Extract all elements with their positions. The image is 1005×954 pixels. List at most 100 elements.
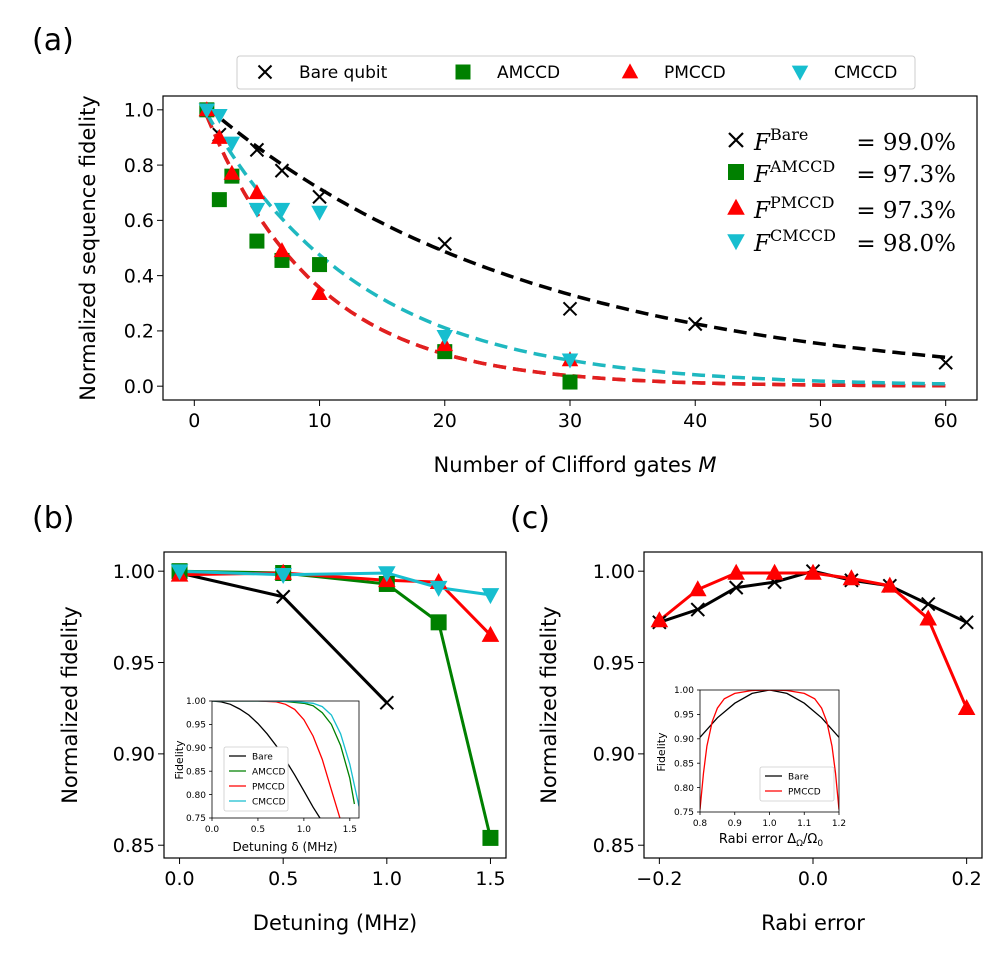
x-tick-label: 0 (188, 410, 200, 432)
data-point-pmccd (688, 580, 707, 597)
data-point-amccd (562, 374, 578, 390)
x-tick-label: 1.5 (343, 825, 357, 835)
data-point-amccd (430, 614, 447, 631)
x-tick-label: −0.2 (636, 868, 682, 890)
legend-marker-pmccd (621, 63, 639, 79)
legend-marker-amccd (455, 64, 471, 80)
fidelity-legend-label-pmccd: FPMCCD (753, 193, 834, 224)
legend-label-cmccd: CMCCD (834, 63, 897, 83)
legend-label-pmccd: PMCCD (664, 63, 726, 83)
y-tick-label: 0.95 (593, 652, 635, 674)
chart-a: 0 10 20 30 40 50 60 0.0 0.2 0.4 0.6 0.8 1.0 Number o… (76, 55, 978, 477)
fidelity-legend-label-cmccd: FCMCCD (753, 226, 836, 257)
data-point-cmccd (481, 588, 500, 605)
data-point-bare (274, 163, 290, 178)
inset-legend-label-amccd: AMCCD (252, 768, 285, 778)
chart-c-inset-legend: Bare PMCCD (759, 766, 835, 802)
fit-curve-bare (205, 105, 946, 360)
data-point-pmccd (842, 569, 861, 586)
data-point-bare (562, 301, 578, 317)
data-point-amccd (482, 829, 499, 846)
x-tick-label: 0.0 (798, 868, 828, 890)
x-tick-label: 10 (307, 410, 331, 432)
data-point-pmccd (211, 128, 228, 144)
y-tick-label: 0.90 (113, 744, 155, 766)
chart-a-xlabel: Number of Clifford gates M (434, 453, 717, 477)
fit-curve-cmccd (205, 112, 946, 386)
y-tick-label: 0.2 (124, 321, 154, 343)
legend-marker-cmccd (791, 65, 809, 81)
legend-label-bare: Bare qubit (299, 63, 388, 83)
chart-b-xlabel: Detuning (MHz) (253, 911, 417, 935)
chart-b-inset: 0.0 0.5 1.0 1.5 0.75 0.80 0.85 0.90 0.95 1.00 Det… (173, 695, 362, 854)
fidelity-legend-marker-amccd (728, 164, 744, 180)
data-point-bare (690, 602, 705, 617)
data-point-bare (921, 596, 936, 612)
y-tick-label: 1.00 (674, 686, 694, 696)
data-point-pmccd (273, 242, 291, 258)
chart-c-xlabel: Rabi error (761, 911, 865, 935)
data-point-bare (437, 236, 452, 252)
data-point-cmccd (198, 103, 216, 119)
data-point-pmccd (804, 563, 822, 580)
data-point-bare (728, 580, 744, 595)
fidelity-value-pmccd: = 97.3% (856, 198, 956, 224)
fidelity-value-amccd: = 97.3% (856, 162, 956, 188)
chart-b-inset-xlabel: Detuning δ (MHz) (232, 840, 337, 854)
inset-legend-label-pmccd: PMCCD (788, 788, 821, 798)
x-tick-label: 20 (433, 410, 457, 432)
series-line-bare (179, 571, 388, 704)
y-tick-label: 0.80 (186, 791, 206, 801)
y-tick-label: 0.75 (186, 814, 206, 824)
chart-b-ylabel: Normalized fidelity (58, 606, 82, 804)
data-point-pmccd (650, 611, 669, 628)
inset-legend-label-cmccd: CMCCD (252, 798, 286, 808)
x-tick-label: 0.2 (952, 868, 982, 890)
chart-c-inset: 0.8 0.9 1.0 1.1 1.20.750.800.850.900.951.00 … (655, 683, 846, 849)
data-point-bare (938, 355, 953, 370)
data-point-cmccd (274, 568, 292, 585)
data-point-pmccd (765, 563, 784, 580)
y-tick-label: 1.00 (113, 561, 155, 583)
panel-label-a: (a) (32, 23, 74, 58)
x-tick-label: 40 (683, 410, 707, 432)
chart-a-top-legend: Bare qubit AMCCD PMCCD CMCCD (236, 55, 916, 90)
chart-b: 0.0 0.5 1.0 1.5 0.85 0.90 0.95 1.00 Detuning (M… (58, 551, 507, 935)
chart-c: −0.2 0.0 0.2 0.85 0.90 0.95 1.00 Rabi error No… (537, 551, 983, 935)
y-tick-label: 1.0 (124, 100, 154, 122)
chart-c-ylabel: Normalized fidelity (537, 606, 561, 804)
data-point-amccd (211, 192, 227, 208)
inset-legend-label-pmccd: PMCCD (252, 783, 285, 793)
fidelity-legend-marker-bare (728, 132, 744, 148)
x-tick-label: 0.5 (268, 868, 298, 890)
y-tick-label: 0.85 (186, 767, 206, 777)
x-tick-label: 1.0 (297, 825, 312, 835)
data-point-pmccd (481, 625, 500, 642)
chart-a-fidelity-legend: FBare = 99.0% FAMCCD = 97.3% FPMCCD = 97.3% FC… (727, 125, 956, 257)
y-tick-label: 0.90 (674, 735, 694, 745)
legend-marker-bare (257, 64, 273, 80)
inset-curve-bare (700, 690, 839, 738)
data-point-cmccd (378, 566, 396, 583)
data-point-pmccd (727, 563, 745, 580)
fidelity-legend-marker-pmccd (727, 198, 745, 215)
data-point-pmccd (248, 184, 266, 200)
x-tick-label: 30 (558, 410, 582, 432)
x-tick-label: 0.8 (693, 819, 708, 829)
data-point-pmccd (311, 284, 328, 300)
data-point-pmccd (881, 576, 899, 593)
y-tick-label: 0.95 (113, 652, 155, 674)
data-point-cmccd (248, 202, 266, 218)
y-tick-label: 0.6 (124, 210, 154, 232)
data-point-cmccd (223, 136, 241, 152)
data-point-bare (249, 142, 265, 158)
panel-label-c: (c) (510, 501, 550, 536)
data-point-amccd (312, 257, 328, 273)
y-tick-label: 0.80 (674, 784, 694, 794)
x-tick-label: 1.1 (797, 819, 811, 829)
chart-b-inset-legend: Bare AMCCD PMCCD CMCCD (223, 746, 289, 812)
data-point-bare (688, 316, 703, 332)
data-point-cmccd (273, 202, 291, 218)
x-tick-label: 0.0 (164, 868, 194, 890)
